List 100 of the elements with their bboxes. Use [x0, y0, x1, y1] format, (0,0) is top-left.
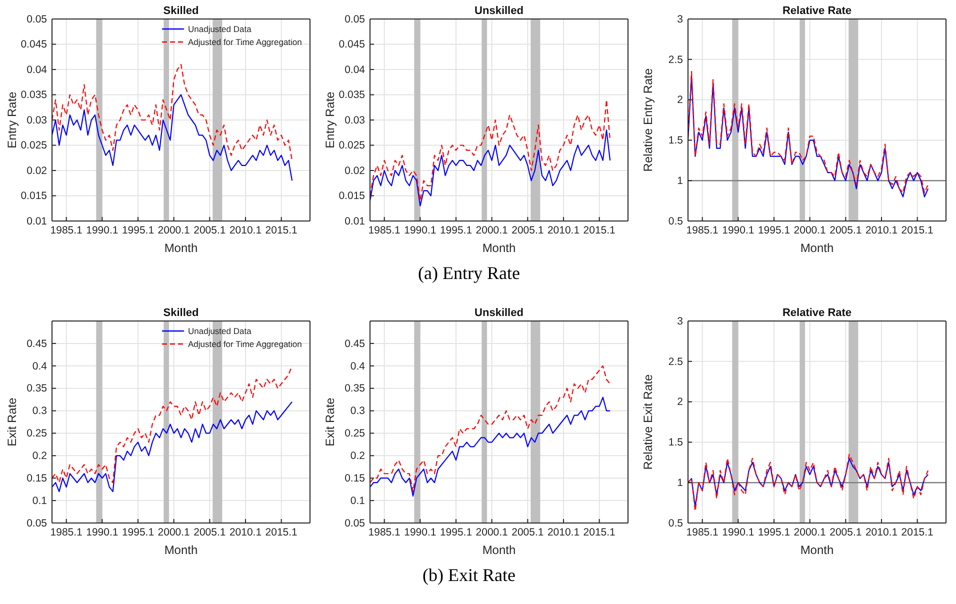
x-tick-label: 2015.1 — [901, 224, 934, 236]
chart-title: Relative Rate — [782, 307, 852, 319]
x-tick-label: 2000.1 — [476, 526, 508, 538]
x-tick-label: 2010.1 — [229, 224, 262, 236]
x-tick-label: 2010.1 — [547, 526, 580, 538]
chart-title: Relative Rate — [782, 5, 852, 17]
x-axis-title: Month — [164, 543, 198, 557]
y-axis-title: Exit Rate — [5, 397, 19, 446]
y-tick-label: 0.045 — [20, 38, 48, 51]
y-tick-label: 0.5 — [668, 517, 684, 530]
x-tick-label: 1985.1 — [50, 526, 83, 538]
y-tick-label: 0.05 — [344, 13, 366, 26]
y-tick-label: 0.35 — [344, 382, 366, 395]
x-tick-label: 2000.1 — [158, 224, 190, 236]
x-tick-label: 2005.1 — [512, 224, 544, 236]
x-tick-label: 1995.1 — [758, 526, 790, 538]
x-tick-label: 1995.1 — [122, 526, 154, 538]
line-series — [51, 64, 293, 161]
y-tick-label: 0.4 — [350, 360, 366, 372]
x-tick-label: 2000.1 — [476, 224, 508, 236]
x-tick-label: 2015.1 — [265, 526, 298, 538]
y-tick-label: 0.025 — [20, 140, 48, 152]
x-tick-label: 1995.1 — [440, 224, 472, 236]
y-tick-label: 1.5 — [668, 436, 684, 449]
y-tick-label: 0.04 — [344, 64, 366, 76]
x-tick-label: 2005.1 — [194, 526, 226, 538]
x-tick-label: 1995.1 — [122, 224, 154, 236]
y-tick-label: 0.015 — [338, 190, 366, 202]
x-tick-label: 1990.1 — [86, 224, 118, 236]
x-tick-label: 2005.1 — [830, 224, 862, 236]
y-axis-title: Entry Rate — [5, 91, 19, 148]
y-tick-label: 0.3 — [32, 405, 48, 418]
y-tick-label: 0.35 — [26, 382, 48, 395]
y-tick-label: 0.45 — [26, 338, 48, 350]
x-tick-label: 2015.1 — [265, 224, 298, 236]
x-tick-label: 2005.1 — [194, 224, 226, 236]
y-tick-label: 1 — [677, 476, 684, 489]
x-tick-label: 1985.1 — [686, 224, 719, 236]
x-tick-label: 2000.1 — [158, 526, 190, 538]
x-tick-label: 1985.1 — [368, 526, 401, 538]
y-tick-label: 0.05 — [26, 517, 48, 530]
y-axis-title: Entry Rate — [323, 91, 337, 148]
y-tick-label: 0.05 — [344, 517, 366, 530]
chart-title: Skilled — [163, 307, 199, 319]
line-series — [369, 396, 611, 497]
y-tick-label: 0.03 — [344, 114, 366, 126]
y-tick-label: 0.15 — [344, 472, 366, 484]
x-axis-title: Month — [164, 241, 198, 255]
x-tick-label: 1990.1 — [86, 526, 118, 538]
y-tick-label: 0.02 — [26, 164, 48, 177]
y-axis-title: Relative Exit Rate — [641, 374, 655, 470]
line-series — [51, 401, 293, 492]
legend-label: Unadjusted Data — [188, 326, 252, 336]
y-tick-label: 0.015 — [20, 190, 48, 202]
y-tick-label: 0.5 — [668, 215, 684, 228]
y-tick-label: 3 — [677, 13, 684, 26]
x-tick-label: 2015.1 — [583, 526, 616, 538]
x-tick-label: 2000.1 — [794, 224, 826, 236]
y-tick-label: 1.5 — [668, 134, 684, 147]
y-tick-label: 0.025 — [338, 140, 366, 152]
x-tick-label: 2005.1 — [830, 526, 862, 538]
y-tick-label: 0.2 — [32, 450, 48, 462]
y-tick-label: 1 — [677, 174, 684, 187]
line-series — [51, 94, 293, 182]
y-tick-label: 0.01 — [344, 215, 366, 228]
x-axis-title: Month — [800, 543, 834, 557]
y-tick-label: 2.5 — [668, 54, 684, 66]
chart-title: Skilled — [163, 5, 199, 17]
x-tick-label: 2015.1 — [901, 526, 934, 538]
line-series — [369, 130, 611, 206]
y-tick-label: 0.03 — [26, 114, 48, 126]
y-tick-label: 2 — [677, 396, 684, 408]
y-tick-label: 3 — [677, 315, 684, 328]
chart-title: Unskilled — [474, 5, 524, 17]
chart-title: Unskilled — [474, 307, 524, 319]
x-axis-title: Month — [800, 241, 834, 255]
x-tick-label: 2010.1 — [865, 224, 898, 236]
legend-label: Adjusted for Time Aggregation — [188, 37, 302, 47]
y-tick-label: 0.4 — [32, 360, 48, 372]
y-tick-label: 2 — [677, 94, 684, 106]
y-tick-label: 0.035 — [338, 89, 366, 102]
x-tick-label: 1985.1 — [368, 224, 401, 236]
y-tick-label: 0.45 — [344, 338, 366, 350]
y-tick-label: 0.035 — [20, 89, 48, 102]
y-tick-label: 0.15 — [26, 472, 48, 484]
y-tick-label: 0.01 — [26, 215, 48, 228]
x-axis-title: Month — [482, 241, 516, 255]
y-axis-title: Relative Entry Rate — [641, 68, 655, 172]
y-tick-label: 0.02 — [344, 164, 366, 177]
x-tick-label: 2000.1 — [794, 526, 826, 538]
y-tick-label: 0.04 — [26, 64, 48, 76]
legend-label: Unadjusted Data — [188, 24, 252, 34]
y-tick-label: 0.045 — [338, 38, 366, 51]
x-axis-title: Month — [482, 543, 516, 557]
x-tick-label: 1995.1 — [440, 526, 472, 538]
y-axis-title: Exit Rate — [323, 397, 337, 446]
line-series — [369, 99, 611, 202]
text: (a) Entry Rate — [418, 263, 520, 283]
x-tick-label: 1990.1 — [404, 224, 436, 236]
text: (b) Exit Rate — [422, 565, 516, 585]
